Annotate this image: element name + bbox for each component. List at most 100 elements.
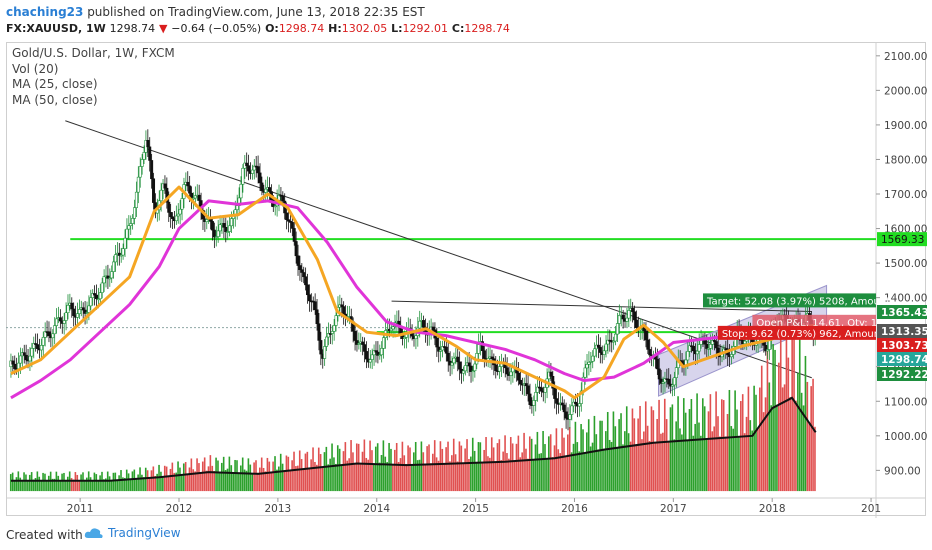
volume-bar-66 <box>135 478 138 492</box>
volume-bar-112 <box>222 456 225 492</box>
volume-bar-116 <box>230 465 233 492</box>
candle-body-63 <box>129 223 133 227</box>
volume-bar-243 <box>471 437 474 492</box>
candle-body-261 <box>505 367 509 375</box>
created-with-text: Created with <box>6 528 83 542</box>
volume-bar-354 <box>682 398 685 492</box>
position-annotation-2: Stop: 9.62 (0.73%) 962, Amount: 2 <box>717 325 897 340</box>
candle-body-110 <box>218 224 222 232</box>
volume-bar-133 <box>262 467 265 492</box>
volume-bar-131 <box>259 467 261 492</box>
volume-bar-381 <box>734 390 736 492</box>
candle-body-336 <box>648 349 652 356</box>
candle-body-344 <box>663 378 667 383</box>
volume-bar-250 <box>485 437 487 492</box>
candle-body-84 <box>169 212 173 218</box>
volume-bar-9 <box>27 480 29 492</box>
volume-bar-33 <box>72 479 75 492</box>
volume-bar-374 <box>721 399 723 492</box>
legend-title: Gold/U.S. Dollar, 1W, FXCM <box>12 46 175 60</box>
volume-bar-352 <box>679 428 681 492</box>
candle-body-239 <box>463 365 467 372</box>
candle-body-236 <box>458 361 462 370</box>
volume-bar-349 <box>673 439 676 492</box>
candle-body-112 <box>222 223 226 228</box>
candle-body-271 <box>524 383 528 387</box>
volume-bar-134 <box>264 471 267 492</box>
open-label: O: <box>265 22 279 35</box>
volume-bar-170 <box>333 457 335 492</box>
volume-bar-242 <box>470 456 472 492</box>
volume-bar-98 <box>196 458 198 492</box>
volume-bar-147 <box>289 470 292 492</box>
candle-body-284 <box>549 371 553 377</box>
volume-bar-69 <box>141 474 143 492</box>
candle-body-191 <box>372 350 376 356</box>
volume-bar-306 <box>591 442 594 492</box>
volume-bar-417 <box>802 405 805 492</box>
candle-body-7 <box>22 352 26 356</box>
candle-body-150 <box>294 241 298 257</box>
volume-bar-25 <box>57 475 60 492</box>
volume-bar-288 <box>557 449 560 492</box>
volume-bar-120 <box>238 472 240 492</box>
candle-body-300 <box>579 390 583 404</box>
volume-bar-329 <box>635 445 638 492</box>
volume-bar-252 <box>489 457 491 492</box>
volume-bar-227 <box>441 448 444 492</box>
down-arrow-icon: ▼ <box>158 22 168 35</box>
volume-bar-267 <box>517 435 520 492</box>
candle-body-156 <box>306 284 310 296</box>
volume-bar-238 <box>462 463 465 492</box>
volume-bar-3 <box>15 477 18 492</box>
volume-bar-26 <box>59 480 61 492</box>
volume-bar-189 <box>369 440 371 492</box>
candle-body-2 <box>13 363 17 369</box>
candle-body-5 <box>18 355 22 364</box>
volume-bar-296 <box>572 443 575 492</box>
volume-bar-42 <box>89 477 92 492</box>
volume-bar-398 <box>766 345 769 492</box>
candle-body-72 <box>146 140 150 148</box>
candle-body-114 <box>226 231 230 233</box>
volume-bar-108 <box>215 457 217 492</box>
volume-bar-148 <box>291 460 293 492</box>
volume-bar-76 <box>154 475 157 492</box>
y-tick-label-6: 1500.00 <box>884 258 927 270</box>
volume-bar-260 <box>504 435 506 492</box>
tradingview-logo[interactable]: TradingView <box>84 526 181 540</box>
chart-panel[interactable] <box>6 42 926 516</box>
volume-bar-161 <box>316 464 318 492</box>
volume-bar-62 <box>127 473 130 492</box>
volume-bar-103 <box>205 470 208 492</box>
volume-bar-221 <box>430 463 432 492</box>
volume-bar-118 <box>234 459 236 492</box>
candle-body-349 <box>672 377 676 386</box>
candle-body-192 <box>374 350 378 353</box>
price-chart[interactable]: 900.001000.001100.001200.001300.001400.0… <box>0 0 932 518</box>
volume-bar-183 <box>357 443 360 492</box>
volume-bar-361 <box>696 393 698 492</box>
candle-body-371 <box>714 341 718 349</box>
volume-bar-287 <box>555 428 558 492</box>
volume-bar-289 <box>559 453 561 492</box>
volume-bar-57 <box>118 475 120 492</box>
candle-body-303 <box>585 364 589 369</box>
volume-bar-332 <box>641 439 643 492</box>
candle-body-307 <box>593 348 597 357</box>
candle-body-130 <box>256 166 260 174</box>
volume-bar-10 <box>28 474 31 492</box>
candle-body-69 <box>140 159 144 167</box>
author-name[interactable]: chaching23 <box>6 5 84 19</box>
candle-body-61 <box>125 228 129 239</box>
volume-bar-348 <box>671 404 674 492</box>
candle-body-106 <box>210 221 214 231</box>
candle-body-47 <box>98 292 102 300</box>
volume-bar-397 <box>764 397 767 492</box>
volume-bar-273 <box>528 436 531 492</box>
price-tag-0: 1365.43 <box>881 307 929 319</box>
volume-bar-32 <box>70 478 73 492</box>
candle-body-268 <box>518 379 522 385</box>
volume-bar-286 <box>553 445 556 492</box>
volume-bar-396 <box>762 412 765 492</box>
